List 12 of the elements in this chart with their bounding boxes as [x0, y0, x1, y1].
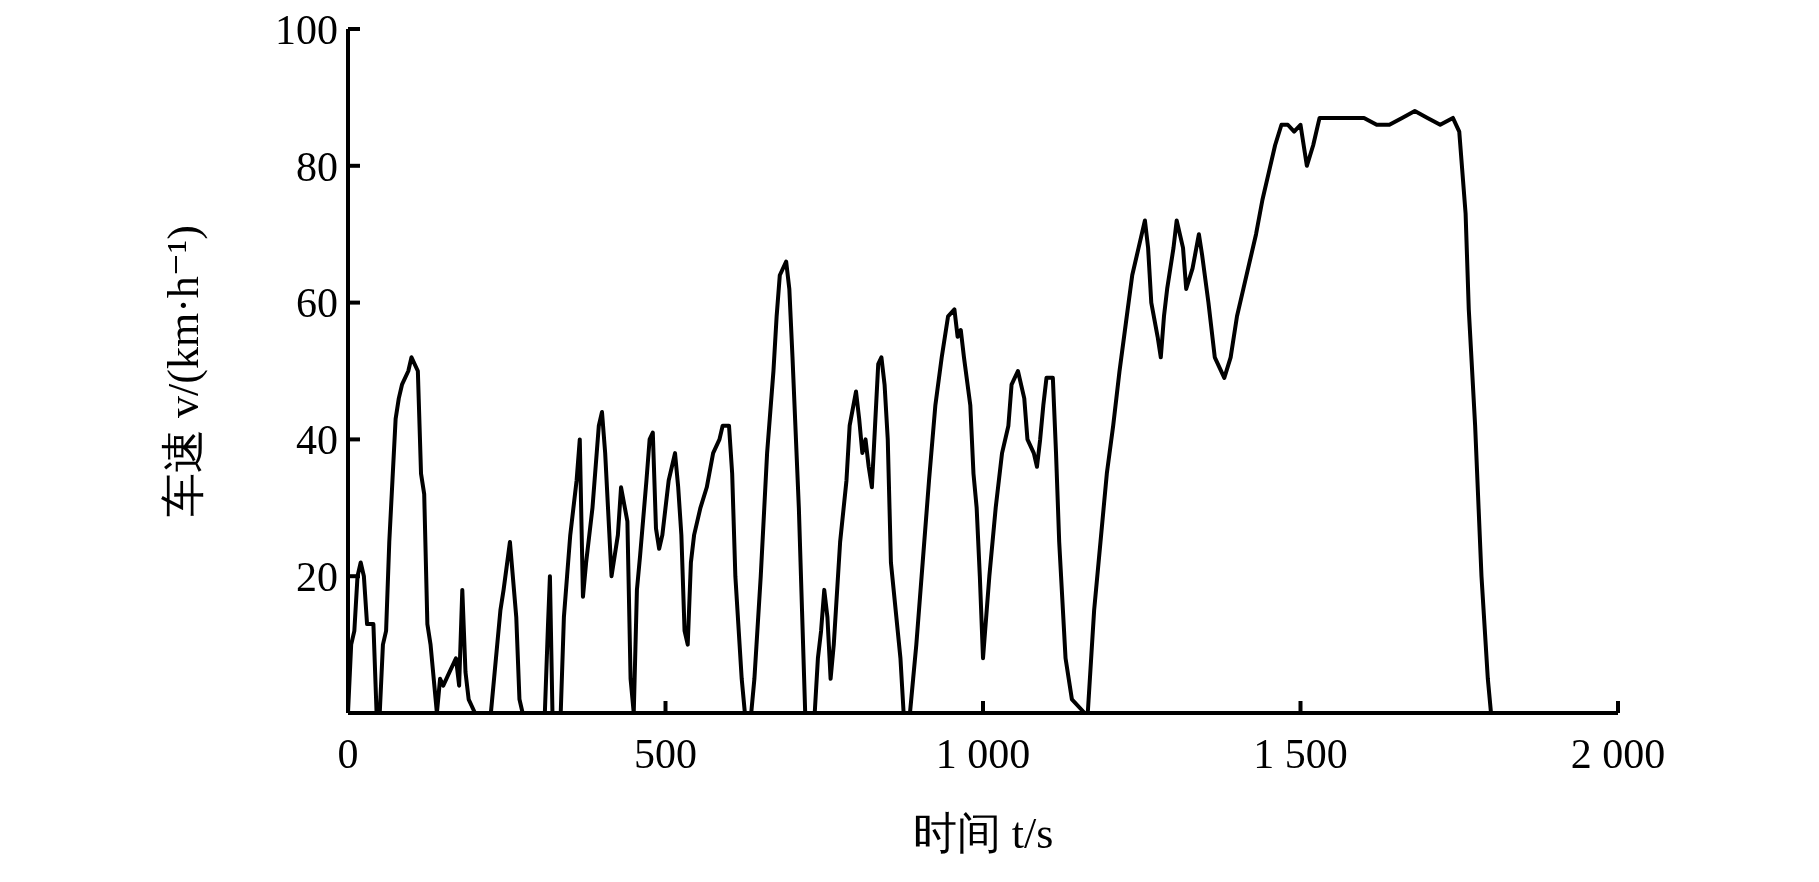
y-tick-label: 80 — [296, 143, 338, 190]
x-axis-title: 时间 t/s — [912, 809, 1054, 858]
y-tick-label: 40 — [296, 417, 338, 464]
x-tick-label: 0 — [337, 731, 359, 777]
x-tick-label: 1 000 — [935, 731, 1031, 777]
x-tick-label: 1 500 — [1253, 731, 1348, 777]
x-tick-label: 500 — [634, 731, 697, 777]
x-tick-label: 2 000 — [1570, 731, 1666, 777]
y-tick-label: 100 — [275, 6, 338, 53]
y-axis-title: 车速 v/(km·h⁻¹) — [159, 225, 208, 517]
y-tick-label: 20 — [296, 553, 338, 600]
y-tick-label: 60 — [296, 280, 338, 327]
